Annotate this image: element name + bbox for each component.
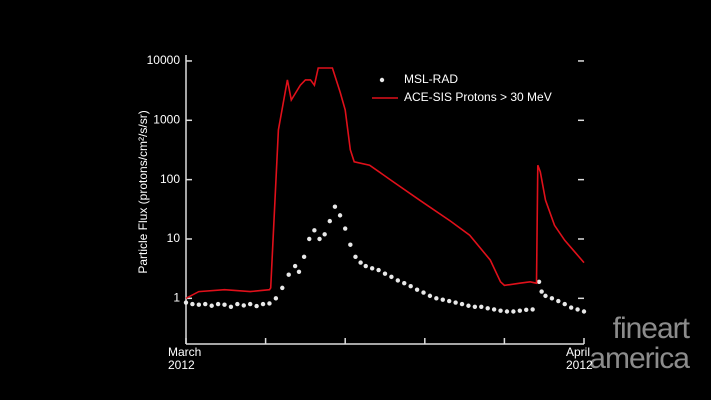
x-tick-label: March 2012 [168, 345, 202, 372]
x-tick-label: April 2012 [566, 345, 593, 372]
y-tick-label: 1000 [153, 112, 180, 126]
watermark: america [589, 342, 690, 375]
data-point [395, 278, 401, 283]
data-point [472, 304, 478, 309]
data-point [562, 301, 567, 307]
data-point [203, 301, 208, 307]
data-point [353, 254, 358, 260]
data-point [348, 242, 353, 247]
data-point [296, 269, 302, 274]
data-point [301, 254, 307, 260]
y-tick-label: 10000 [147, 53, 181, 67]
data-point [389, 274, 394, 280]
data-point [247, 301, 253, 307]
data-point [209, 303, 214, 308]
data-point [376, 267, 381, 273]
data-point [332, 204, 338, 209]
data-point [414, 287, 420, 292]
data-point [581, 309, 587, 314]
data-point [317, 236, 322, 242]
data-point [183, 300, 189, 305]
data-point [575, 307, 580, 312]
data-point [286, 272, 291, 277]
data-point [427, 293, 433, 299]
data-point [312, 228, 317, 233]
data-point [222, 302, 227, 307]
data-point [524, 307, 529, 313]
data-point [273, 296, 279, 301]
y-tick-label: 100 [160, 172, 180, 186]
legend-marker [379, 77, 385, 83]
data-point [434, 296, 439, 301]
data-point [190, 301, 195, 307]
data-point [556, 298, 561, 304]
data-point [343, 226, 348, 231]
data-point [517, 308, 523, 313]
data-point [369, 266, 375, 271]
data-point [260, 301, 266, 307]
data-point [459, 301, 465, 307]
data-point [446, 298, 452, 304]
data-point [363, 263, 368, 269]
data-point [491, 307, 497, 312]
y-tick-label: 10 [167, 231, 181, 245]
data-point [421, 290, 426, 295]
legend-label: MSL-RAD [404, 72, 458, 86]
data-point [235, 301, 240, 307]
data-point [241, 303, 246, 308]
data-point [267, 301, 272, 306]
data-point [539, 289, 544, 294]
data-point [504, 309, 510, 314]
data-point [382, 271, 388, 276]
data-point [440, 297, 445, 302]
y-tick-label: 1 [173, 291, 180, 305]
data-point [215, 301, 221, 307]
data-point [337, 213, 343, 218]
data-point [466, 303, 471, 308]
data-point [479, 304, 484, 309]
data-point [280, 285, 285, 291]
data-point [543, 293, 548, 299]
data-point [196, 302, 202, 307]
legend-label: ACE-SIS Protons > 30 MeV [404, 90, 552, 104]
data-point [498, 308, 503, 313]
data-point [402, 280, 407, 286]
data-point [485, 306, 490, 311]
data-line [185, 67, 585, 300]
data-point [453, 300, 458, 305]
data-point [228, 304, 234, 309]
data-point [530, 307, 535, 312]
data-point [307, 236, 312, 242]
data-point [536, 279, 542, 284]
data-point [358, 260, 363, 265]
y-axis-label: Particle Flux (protons/cm²/s/sr) [136, 110, 150, 273]
data-point [568, 305, 574, 310]
data-point [254, 303, 259, 309]
data-point [549, 296, 555, 301]
data-point [327, 218, 332, 224]
data-point [408, 284, 413, 289]
data-point [511, 309, 516, 314]
watermark: fineart [612, 312, 690, 345]
data-point [322, 232, 327, 237]
data-point [292, 263, 298, 269]
